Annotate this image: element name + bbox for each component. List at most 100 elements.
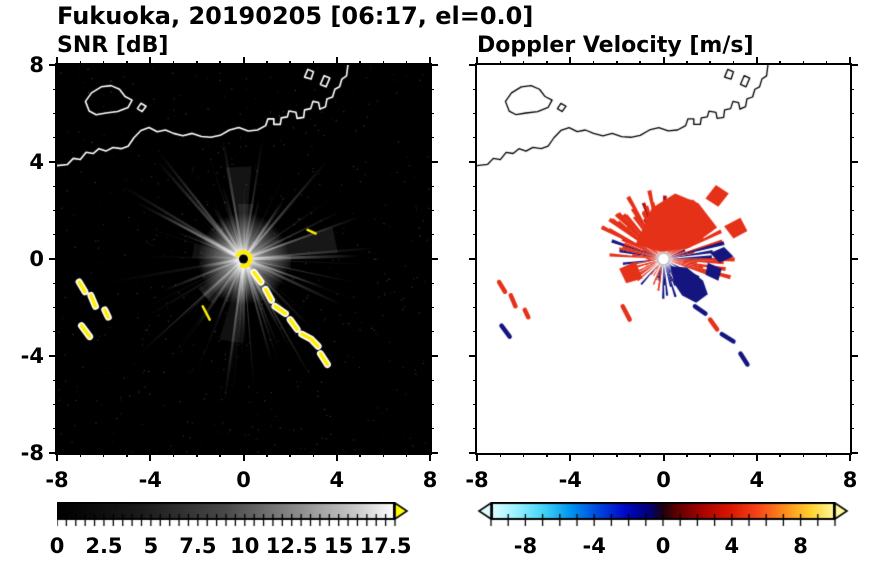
- axis-tick: [850, 355, 858, 357]
- x-axis-tick-label: 0: [656, 468, 671, 492]
- axis-tick: [172, 61, 175, 65]
- axis-tick: [172, 453, 175, 457]
- axis-tick: [53, 282, 57, 284]
- axis-tick: [732, 453, 735, 457]
- axis-tick: [546, 453, 548, 457]
- axis-tick: [79, 453, 81, 457]
- axis-tick: [266, 453, 268, 457]
- axis-tick: [499, 453, 501, 457]
- axis-tick: [53, 379, 57, 381]
- axis-tick: [473, 137, 477, 139]
- axis-tick: [56, 453, 58, 461]
- axis-tick: [149, 453, 152, 461]
- axis-tick: [289, 61, 291, 65]
- x-axis-tick-label: 4: [329, 468, 345, 492]
- axis-tick: [499, 61, 501, 65]
- axis-tick: [49, 452, 57, 454]
- axis-tick: [196, 453, 198, 457]
- snr-plot-frame: [55, 63, 432, 455]
- axis-tick: [473, 234, 477, 236]
- snr-panel-title: SNR [dB]: [57, 33, 169, 58]
- axis-tick: [335, 57, 338, 65]
- axis-tick: [469, 355, 477, 357]
- axis-tick: [56, 57, 58, 65]
- axis-tick: [266, 61, 268, 65]
- axis-tick: [53, 185, 57, 187]
- axis-tick: [430, 403, 434, 406]
- axis-tick: [522, 61, 525, 65]
- x-axis-tick-label: 8: [422, 468, 438, 492]
- snr-radar-image: [57, 65, 430, 453]
- axis-tick: [473, 379, 477, 381]
- colorbar-tick-label: -8: [513, 534, 538, 558]
- axis-tick: [755, 57, 758, 65]
- axis-tick: [430, 452, 438, 454]
- axis-tick: [430, 209, 434, 212]
- x-axis-tick-label: -8: [45, 468, 69, 492]
- axis-tick: [473, 209, 477, 212]
- x-axis-tick-label: -4: [138, 468, 162, 492]
- axis-tick: [312, 453, 315, 457]
- y-axis-tick-label: -4: [20, 344, 44, 368]
- axis-tick: [569, 453, 572, 461]
- axis-tick: [850, 209, 854, 212]
- axis-tick: [242, 57, 245, 65]
- axis-tick: [53, 209, 57, 212]
- x-axis-tick-label: -4: [558, 468, 582, 492]
- axis-tick: [430, 64, 438, 66]
- axis-tick: [850, 379, 854, 381]
- axis-tick: [686, 453, 688, 457]
- x-axis-tick-label: -8: [465, 468, 489, 492]
- colorbar-tick-label: 0: [49, 534, 65, 558]
- y-axis-tick-label: -8: [20, 441, 44, 465]
- axis-tick: [592, 61, 595, 65]
- axis-tick: [850, 331, 854, 333]
- axis-tick: [469, 161, 477, 163]
- axis-tick: [850, 403, 854, 406]
- axis-tick: [825, 453, 828, 457]
- axis-tick: [592, 453, 595, 457]
- axis-tick: [850, 112, 854, 115]
- doppler-colorbar: [477, 502, 850, 530]
- x-axis-tick-label: 4: [749, 468, 765, 492]
- axis-tick: [53, 234, 57, 236]
- axis-tick: [359, 453, 361, 457]
- colorbar-tick-label: 2.5: [85, 534, 123, 558]
- axis-tick: [850, 137, 854, 139]
- y-axis-tick-label: 8: [29, 53, 44, 77]
- axis-tick: [49, 161, 57, 163]
- axis-tick: [430, 331, 434, 333]
- axis-tick: [430, 161, 438, 163]
- axis-tick: [662, 453, 665, 461]
- axis-tick: [849, 57, 851, 65]
- colorbar-tick-label: 4: [724, 534, 740, 558]
- axis-tick: [102, 61, 105, 65]
- colorbar-tick-label: 15: [324, 534, 354, 558]
- axis-tick: [473, 185, 477, 187]
- axis-tick: [473, 88, 477, 90]
- colorbar-tick-label: 10: [230, 534, 260, 558]
- figure-title: Fukuoka, 20190205 [06:17, el=0.0]: [57, 2, 534, 30]
- axis-tick: [850, 306, 854, 309]
- axis-tick: [709, 453, 711, 457]
- axis-tick: [430, 282, 434, 284]
- axis-tick: [405, 61, 408, 65]
- axis-tick: [429, 57, 431, 65]
- axis-tick: [686, 61, 688, 65]
- axis-tick: [430, 428, 434, 430]
- axis-tick: [49, 355, 57, 357]
- axis-tick: [405, 453, 408, 457]
- axis-tick: [469, 64, 477, 66]
- colorbar-tick-label: 17.5: [359, 534, 412, 558]
- axis-tick: [469, 452, 477, 454]
- axis-tick: [473, 282, 477, 284]
- axis-tick: [850, 258, 858, 260]
- axis-tick: [53, 306, 57, 309]
- axis-tick: [430, 112, 434, 115]
- axis-tick: [522, 453, 525, 457]
- colorbar-tick-label: 5: [143, 534, 159, 558]
- axis-tick: [849, 453, 851, 461]
- axis-tick: [430, 234, 434, 236]
- axis-tick: [546, 61, 548, 65]
- axis-tick: [242, 453, 245, 461]
